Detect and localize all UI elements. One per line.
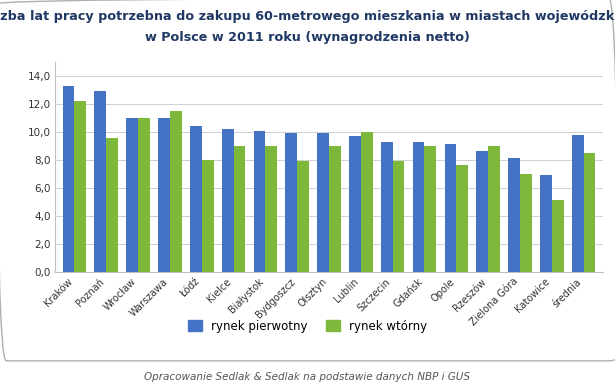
Bar xyxy=(572,135,584,272)
Bar xyxy=(202,160,213,272)
Bar xyxy=(520,174,532,272)
Bar xyxy=(488,146,500,272)
Bar xyxy=(234,146,245,272)
Bar xyxy=(413,142,424,272)
Bar xyxy=(138,118,150,272)
Bar xyxy=(126,118,138,272)
Text: w Polsce w 2011 roku (wynagrodzenia netto): w Polsce w 2011 roku (wynagrodzenia nett… xyxy=(145,31,470,44)
Bar xyxy=(106,137,118,272)
Bar xyxy=(540,175,552,272)
Bar xyxy=(456,165,468,272)
Bar xyxy=(508,158,520,272)
Bar xyxy=(74,101,86,272)
Bar xyxy=(95,92,106,272)
Text: Liczba lat pracy potrzebna do zakupu 60-metrowego mieszkania w miastach wojewódz: Liczba lat pracy potrzebna do zakupu 60-… xyxy=(0,10,615,23)
Bar xyxy=(190,126,202,272)
Bar xyxy=(552,200,563,272)
Bar xyxy=(170,111,181,272)
Bar xyxy=(285,133,297,272)
Bar xyxy=(253,130,266,272)
Bar xyxy=(222,129,234,272)
Bar xyxy=(266,146,277,272)
Bar xyxy=(445,144,456,272)
Legend: rynek pierwotny, rynek wtórny: rynek pierwotny, rynek wtórny xyxy=(183,315,432,338)
Bar xyxy=(361,132,373,272)
Bar xyxy=(424,146,436,272)
Bar xyxy=(381,142,392,272)
Text: Opracowanie Sedlak & Sedlak na podstawie danych NBP i GUS: Opracowanie Sedlak & Sedlak na podstawie… xyxy=(145,372,470,382)
Bar xyxy=(392,161,405,272)
Bar xyxy=(349,136,361,272)
Bar xyxy=(63,86,74,272)
Bar xyxy=(317,133,329,272)
Bar xyxy=(297,161,309,272)
Bar xyxy=(329,146,341,272)
Bar xyxy=(158,118,170,272)
Bar xyxy=(584,153,595,272)
Bar xyxy=(477,151,488,272)
